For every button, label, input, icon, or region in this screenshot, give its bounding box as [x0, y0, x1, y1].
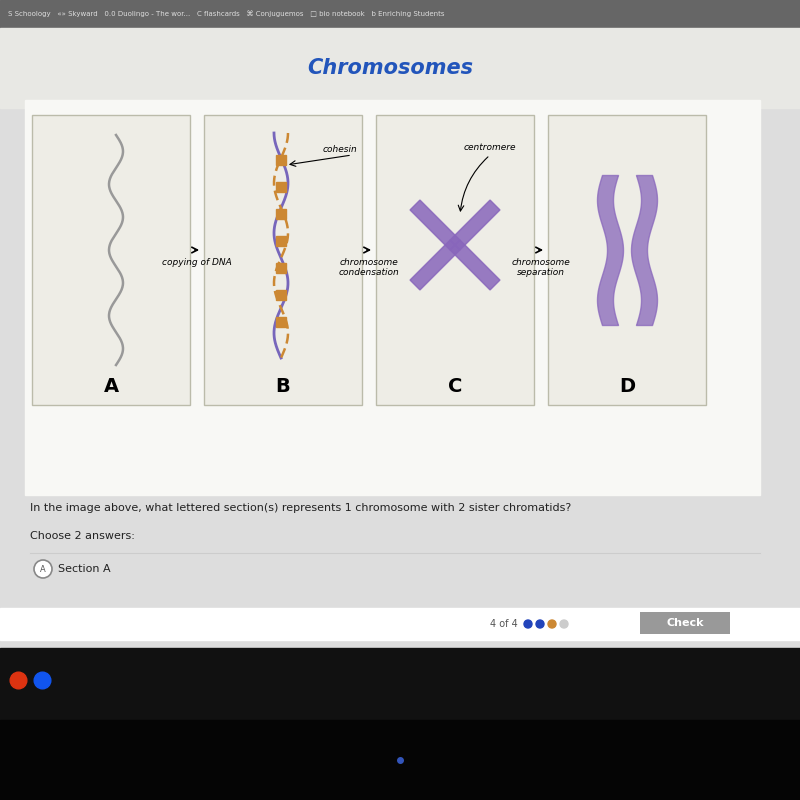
Text: C: C	[448, 378, 462, 397]
Polygon shape	[450, 200, 500, 250]
Text: A: A	[40, 565, 46, 574]
Polygon shape	[410, 200, 460, 250]
Bar	[640, 612, 730, 634]
Bar	[204, 115, 362, 405]
Text: cohesin: cohesin	[322, 146, 357, 154]
Text: chromosome
separation: chromosome separation	[512, 258, 570, 278]
Text: B: B	[276, 378, 290, 397]
Text: copying of DNA: copying of DNA	[162, 258, 232, 267]
Circle shape	[536, 620, 544, 628]
Bar	[32, 115, 190, 405]
Bar	[548, 115, 706, 405]
Bar	[0, 0, 800, 28]
Text: D: D	[619, 378, 635, 397]
Text: 4 of 4: 4 of 4	[490, 619, 518, 629]
Text: S Schoology   «» Skyward   0.0 Duolingo - The wor...   C flashcards   ⌘ Conjugue: S Schoology «» Skyward 0.0 Duolingo - Th…	[8, 10, 445, 18]
Circle shape	[548, 620, 556, 628]
Text: Choose 2 answers:: Choose 2 answers:	[30, 531, 135, 541]
Bar	[25, 100, 760, 495]
Bar	[0, 28, 800, 108]
Text: Section A: Section A	[58, 564, 110, 574]
Text: Check: Check	[666, 618, 704, 628]
Text: chromosome
condensation: chromosome condensation	[338, 258, 399, 278]
Text: Chromosomes: Chromosomes	[307, 58, 473, 78]
Circle shape	[34, 560, 52, 578]
Circle shape	[524, 620, 532, 628]
Text: In the image above, what lettered section(s) represents 1 chromosome with 2 sist: In the image above, what lettered sectio…	[30, 503, 571, 513]
Bar	[0, 648, 800, 720]
Text: centromere: centromere	[464, 142, 516, 151]
Polygon shape	[410, 240, 460, 290]
Polygon shape	[450, 240, 500, 290]
Bar	[376, 115, 534, 405]
Circle shape	[560, 620, 568, 628]
Bar	[0, 608, 800, 640]
Text: A: A	[103, 378, 118, 397]
Bar	[0, 720, 800, 800]
